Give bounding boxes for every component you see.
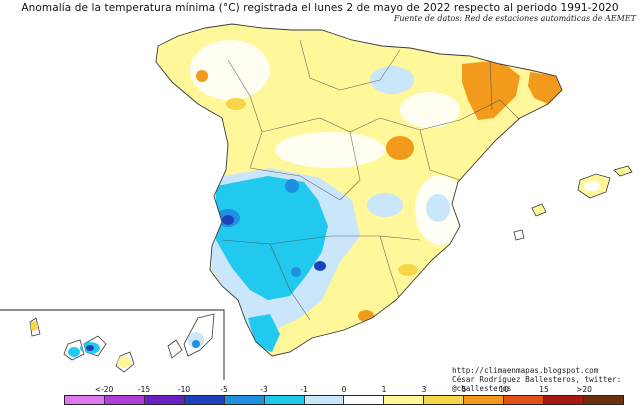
anomaly-area-south-blue-2	[291, 267, 301, 277]
anomaly-area-northwest-gold	[226, 98, 246, 110]
legend-tick-label: 5	[461, 385, 467, 394]
legend-swatch	[464, 396, 505, 404]
canarias-blue-2	[192, 340, 200, 348]
legend-tick-label: <-20	[94, 385, 114, 394]
anomaly-area-catalonia-orange	[528, 72, 562, 104]
legend-swatch	[224, 396, 265, 404]
author-credit: César Rodríguez Ballesteros, twitter: @c…	[452, 375, 622, 393]
legend-swatch	[104, 396, 145, 404]
canarias-lightblue-2	[68, 347, 80, 357]
anomaly-area-center-lightblue	[367, 193, 403, 217]
legend-tick-label: 15	[539, 385, 549, 394]
legend-swatch	[384, 396, 425, 404]
inset-frame	[0, 309, 225, 380]
canary-islands-shapes	[29, 313, 215, 373]
blog-url[interactable]: http://climaenmapas.blogspot.com	[452, 366, 599, 375]
region-borders	[221, 39, 521, 321]
canarias-yellow-1	[117, 356, 131, 368]
legend-tick-label: -15	[137, 385, 151, 394]
formentera-shape	[513, 229, 525, 241]
anomaly-area-west-darkblue	[222, 215, 234, 225]
anomaly-area-north-white	[190, 40, 270, 100]
color-legend: <-20 -15 -10 -5 -3 -1 0 1 3 5 10 15 >20	[60, 385, 636, 406]
anomaly-area-south-blue	[314, 261, 326, 271]
anomaly-area-centerwest-blue	[285, 179, 299, 193]
peninsula-coastline	[155, 23, 563, 357]
legend-tick-label: -10	[177, 385, 191, 394]
legend-swatch	[304, 396, 345, 404]
anomaly-area-north-orange	[196, 70, 208, 82]
ibiza-shape	[531, 203, 547, 217]
balearic-islands	[513, 165, 633, 241]
legend-tick-label: 0	[341, 385, 347, 394]
legend-tick-label: 1	[381, 385, 387, 394]
legend-swatch	[344, 396, 385, 404]
data-source-note: Fuente de datos: Red de estaciones autom…	[393, 14, 636, 23]
legend-tick-label: >20	[576, 385, 592, 394]
legend-tick-label: 10	[499, 385, 509, 394]
mallorca-white-area	[584, 181, 600, 191]
anomaly-area-north-lightblue	[370, 66, 414, 94]
anomaly-area-east-lightblue	[426, 194, 450, 222]
menorca-shape	[613, 165, 633, 177]
legend-swatch	[504, 396, 545, 404]
legend-swatch	[424, 396, 465, 404]
legend-tick-label: -5	[220, 385, 228, 394]
credits: http://climaenmapas.blogspot.com César R…	[452, 366, 640, 393]
legend-tick-label: -3	[260, 385, 268, 394]
legend-swatch	[264, 396, 305, 404]
anomaly-area-center-orange	[386, 136, 414, 160]
legend-swatch	[144, 396, 185, 404]
legend-color-bar	[64, 395, 624, 405]
canary-islands-inset	[0, 309, 225, 380]
legend-swatch	[65, 396, 105, 404]
map-title: Anomalía de la temperatura mínima (°C) r…	[21, 2, 619, 14]
legend-swatch	[544, 396, 584, 404]
anomaly-area-central-white	[275, 132, 385, 168]
legend-tick-label: -1	[300, 385, 308, 394]
canarias-blue-1	[86, 345, 94, 351]
legend-swatch	[583, 396, 623, 404]
canarias-yellow-2	[30, 321, 38, 331]
legend-swatch	[184, 396, 225, 404]
anomaly-area-south-gold	[398, 264, 418, 276]
anomaly-area-northeast-white	[400, 92, 460, 128]
legend-tick-label: 3	[421, 385, 427, 394]
